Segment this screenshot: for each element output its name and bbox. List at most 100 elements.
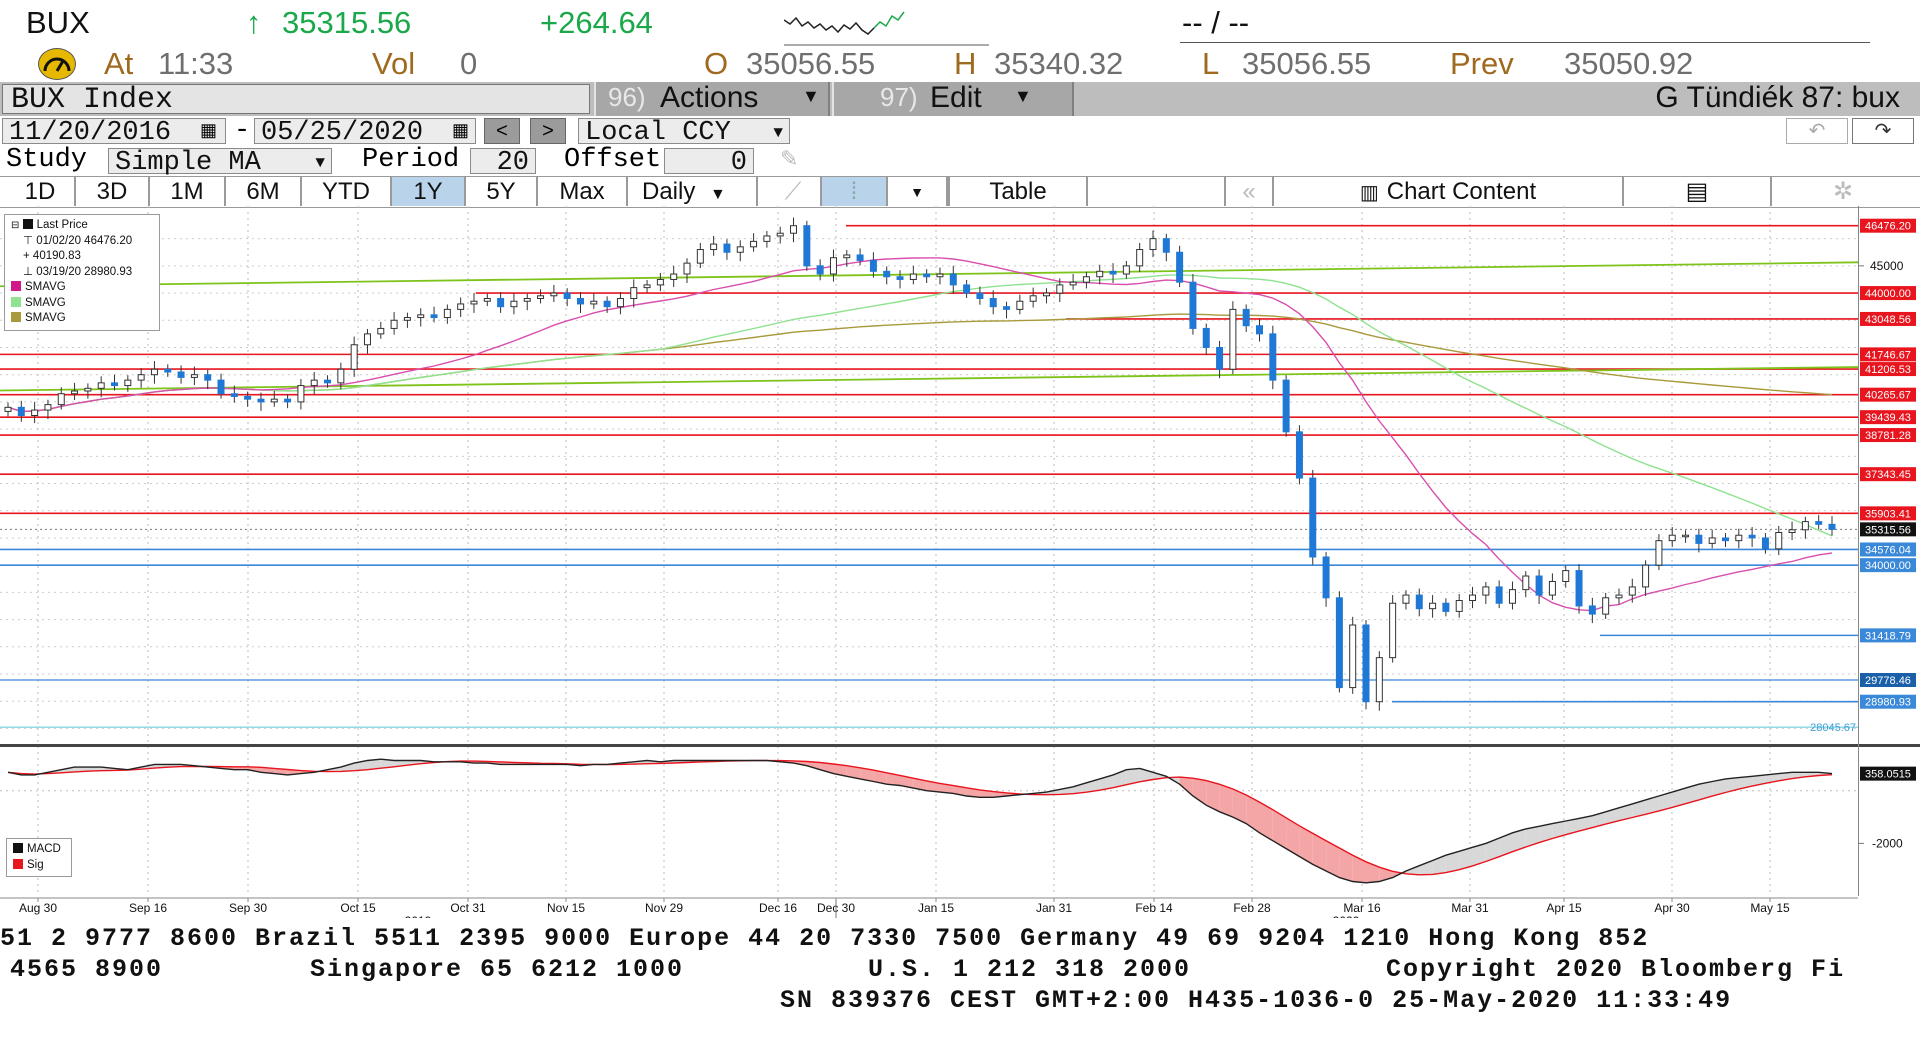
price-axis-border [1858,206,1859,896]
candle-up [643,284,651,289]
macd-histogram-fill [1432,855,1446,875]
calendar-icon[interactable]: ▦ [452,120,470,140]
candle-up [1389,602,1397,659]
tab-6m[interactable]: 6M [226,177,302,206]
table-button[interactable]: Table [948,177,1088,206]
candle-down [1202,327,1210,348]
actions-menu-button[interactable]: 96) Actions ▼ [594,81,830,116]
macd-histogram-fill [966,787,980,798]
previous-period-button[interactable]: < [484,118,520,144]
annotation-icon[interactable]: ▤ [1624,177,1772,206]
legend-sig-label: Sig [27,858,44,871]
candle-up [44,404,52,411]
end-date-field[interactable]: 05/25/2020 [254,118,476,147]
line-chart-icon[interactable]: ⟋ [766,177,822,206]
workspace-name: G Tündiék 87: bux [1655,81,1900,114]
tab-1d[interactable]: 1D [6,177,76,206]
candle-up [470,300,478,305]
macd-histogram-fill [860,767,874,782]
chevron-down-icon: ▼ [710,186,726,203]
date-tick-label: Feb 14 [1135,901,1173,915]
legend-last-price: ⊟ Last Price [11,219,88,231]
macd-histogram-fill [1712,778,1726,797]
candle-up [1508,589,1516,604]
tab-5y[interactable]: 5Y [466,177,538,206]
candle-down [856,254,864,261]
legend-sma200: SMAVG [11,311,153,327]
date-axis: Aug 30 Sep 16 Sep 30 Oct 15 Oct 31 Nov 15 Nov … [0,897,1858,918]
candle-up [1655,540,1663,566]
chart-type-dropdown[interactable]: ▼ [888,177,948,206]
calendar-icon[interactable]: ▦ [200,120,218,140]
candle-down [1748,534,1756,539]
tab-ytd[interactable]: YTD [302,177,392,206]
candle-up [523,298,531,302]
chart-content-button[interactable]: ▥ Chart Content [1274,177,1624,206]
chart-legend[interactable]: ⊟ Last Price ⊤ 01/02/20 46476.20 + 40190… [4,214,160,331]
candle-down [164,368,172,373]
date-tick-label: Apr 30 [1654,901,1690,915]
candle-up [1522,575,1530,591]
low-value: 35056.55 [1242,46,1372,81]
candle-up [630,287,638,300]
candle-down [111,382,119,387]
currency-select[interactable]: Local CCY ▼ [578,118,790,147]
candle-up [297,385,305,403]
candle-up [4,406,12,412]
pencil-icon[interactable]: ✎ [780,146,799,171]
candle-up [510,300,518,308]
candle-up [736,246,744,253]
collapse-icon[interactable]: « [1226,177,1274,206]
macd-histogram-fill [340,763,355,772]
macd-histogram-fill [1645,796,1659,815]
candle-up [483,298,491,302]
next-period-button[interactable]: > [530,118,566,144]
macd-legend[interactable]: MACD Sig [6,838,72,877]
footer-line-2b: Singapore 65 6212 1000 [310,955,685,984]
start-date-field[interactable]: 11/20/2016 [2,118,226,147]
candle-up [190,374,198,378]
undo-icon[interactable]: ↶ [1786,118,1848,144]
macd-histogram-fill [1525,826,1540,847]
tab-1m[interactable]: 1M [150,177,226,206]
chart-toolbar: 1D 3D 1M 6M YTD 1Y 5Y Max Daily ▼ ⟋ ⁞ ▼ … [0,176,1920,208]
macd-histogram-fill [1579,815,1593,832]
candle-down [1282,379,1290,433]
candle-up [1429,602,1437,610]
header-rule [1180,42,1870,43]
macd-value-tag-bg [1860,766,1916,781]
end-date: 05/25/2020 [261,118,424,148]
candle-chart-icon[interactable]: ⁞ [822,177,888,206]
tab-1y[interactable]: 1Y [392,177,466,206]
candle-down [177,371,185,378]
chevron-down-icon: ▼ [315,154,325,172]
tab-3d[interactable]: 3D [76,177,150,206]
price-chart[interactable]: 46476.20 44000.00 43048.56 41746.67 41206.53… [0,206,1920,918]
legend-sma2-label: SMAVG [25,296,66,309]
candle-down [1442,602,1450,612]
macd-histogram-fill [846,765,861,779]
macd-histogram-fill [1286,817,1300,857]
price-tag: 28980.93 [1865,697,1911,709]
price-tag: 31418.79 [1865,630,1911,642]
macd-histogram-fill [61,767,75,773]
candle-up [1016,300,1024,310]
chevron-down-icon: ▼ [1014,86,1032,106]
macd-histogram-fill [1725,777,1739,793]
periodicity-select[interactable]: Daily ▼ [628,177,758,206]
price-tag: 29778.46 [1865,675,1911,687]
offset-input[interactable]: 0 [664,148,754,177]
legend-macd: MACD [13,842,65,858]
price-tag-bg [1860,347,1916,362]
study-select[interactable]: Simple MA ▼ [108,148,332,177]
macd-histogram-fill [1179,777,1193,796]
gear-icon[interactable]: ✲ [1832,178,1854,205]
gauge-icon[interactable] [38,48,76,80]
security-field[interactable]: BUX Index [2,83,590,117]
tab-max[interactable]: Max [538,177,628,206]
period-input[interactable]: 20 [470,148,536,177]
candle-down [923,273,931,278]
price-tag: 43048.56 [1865,314,1911,326]
edit-menu-button[interactable]: 97) Edit ▼ [832,81,1074,116]
redo-icon[interactable]: ↷ [1852,118,1914,144]
